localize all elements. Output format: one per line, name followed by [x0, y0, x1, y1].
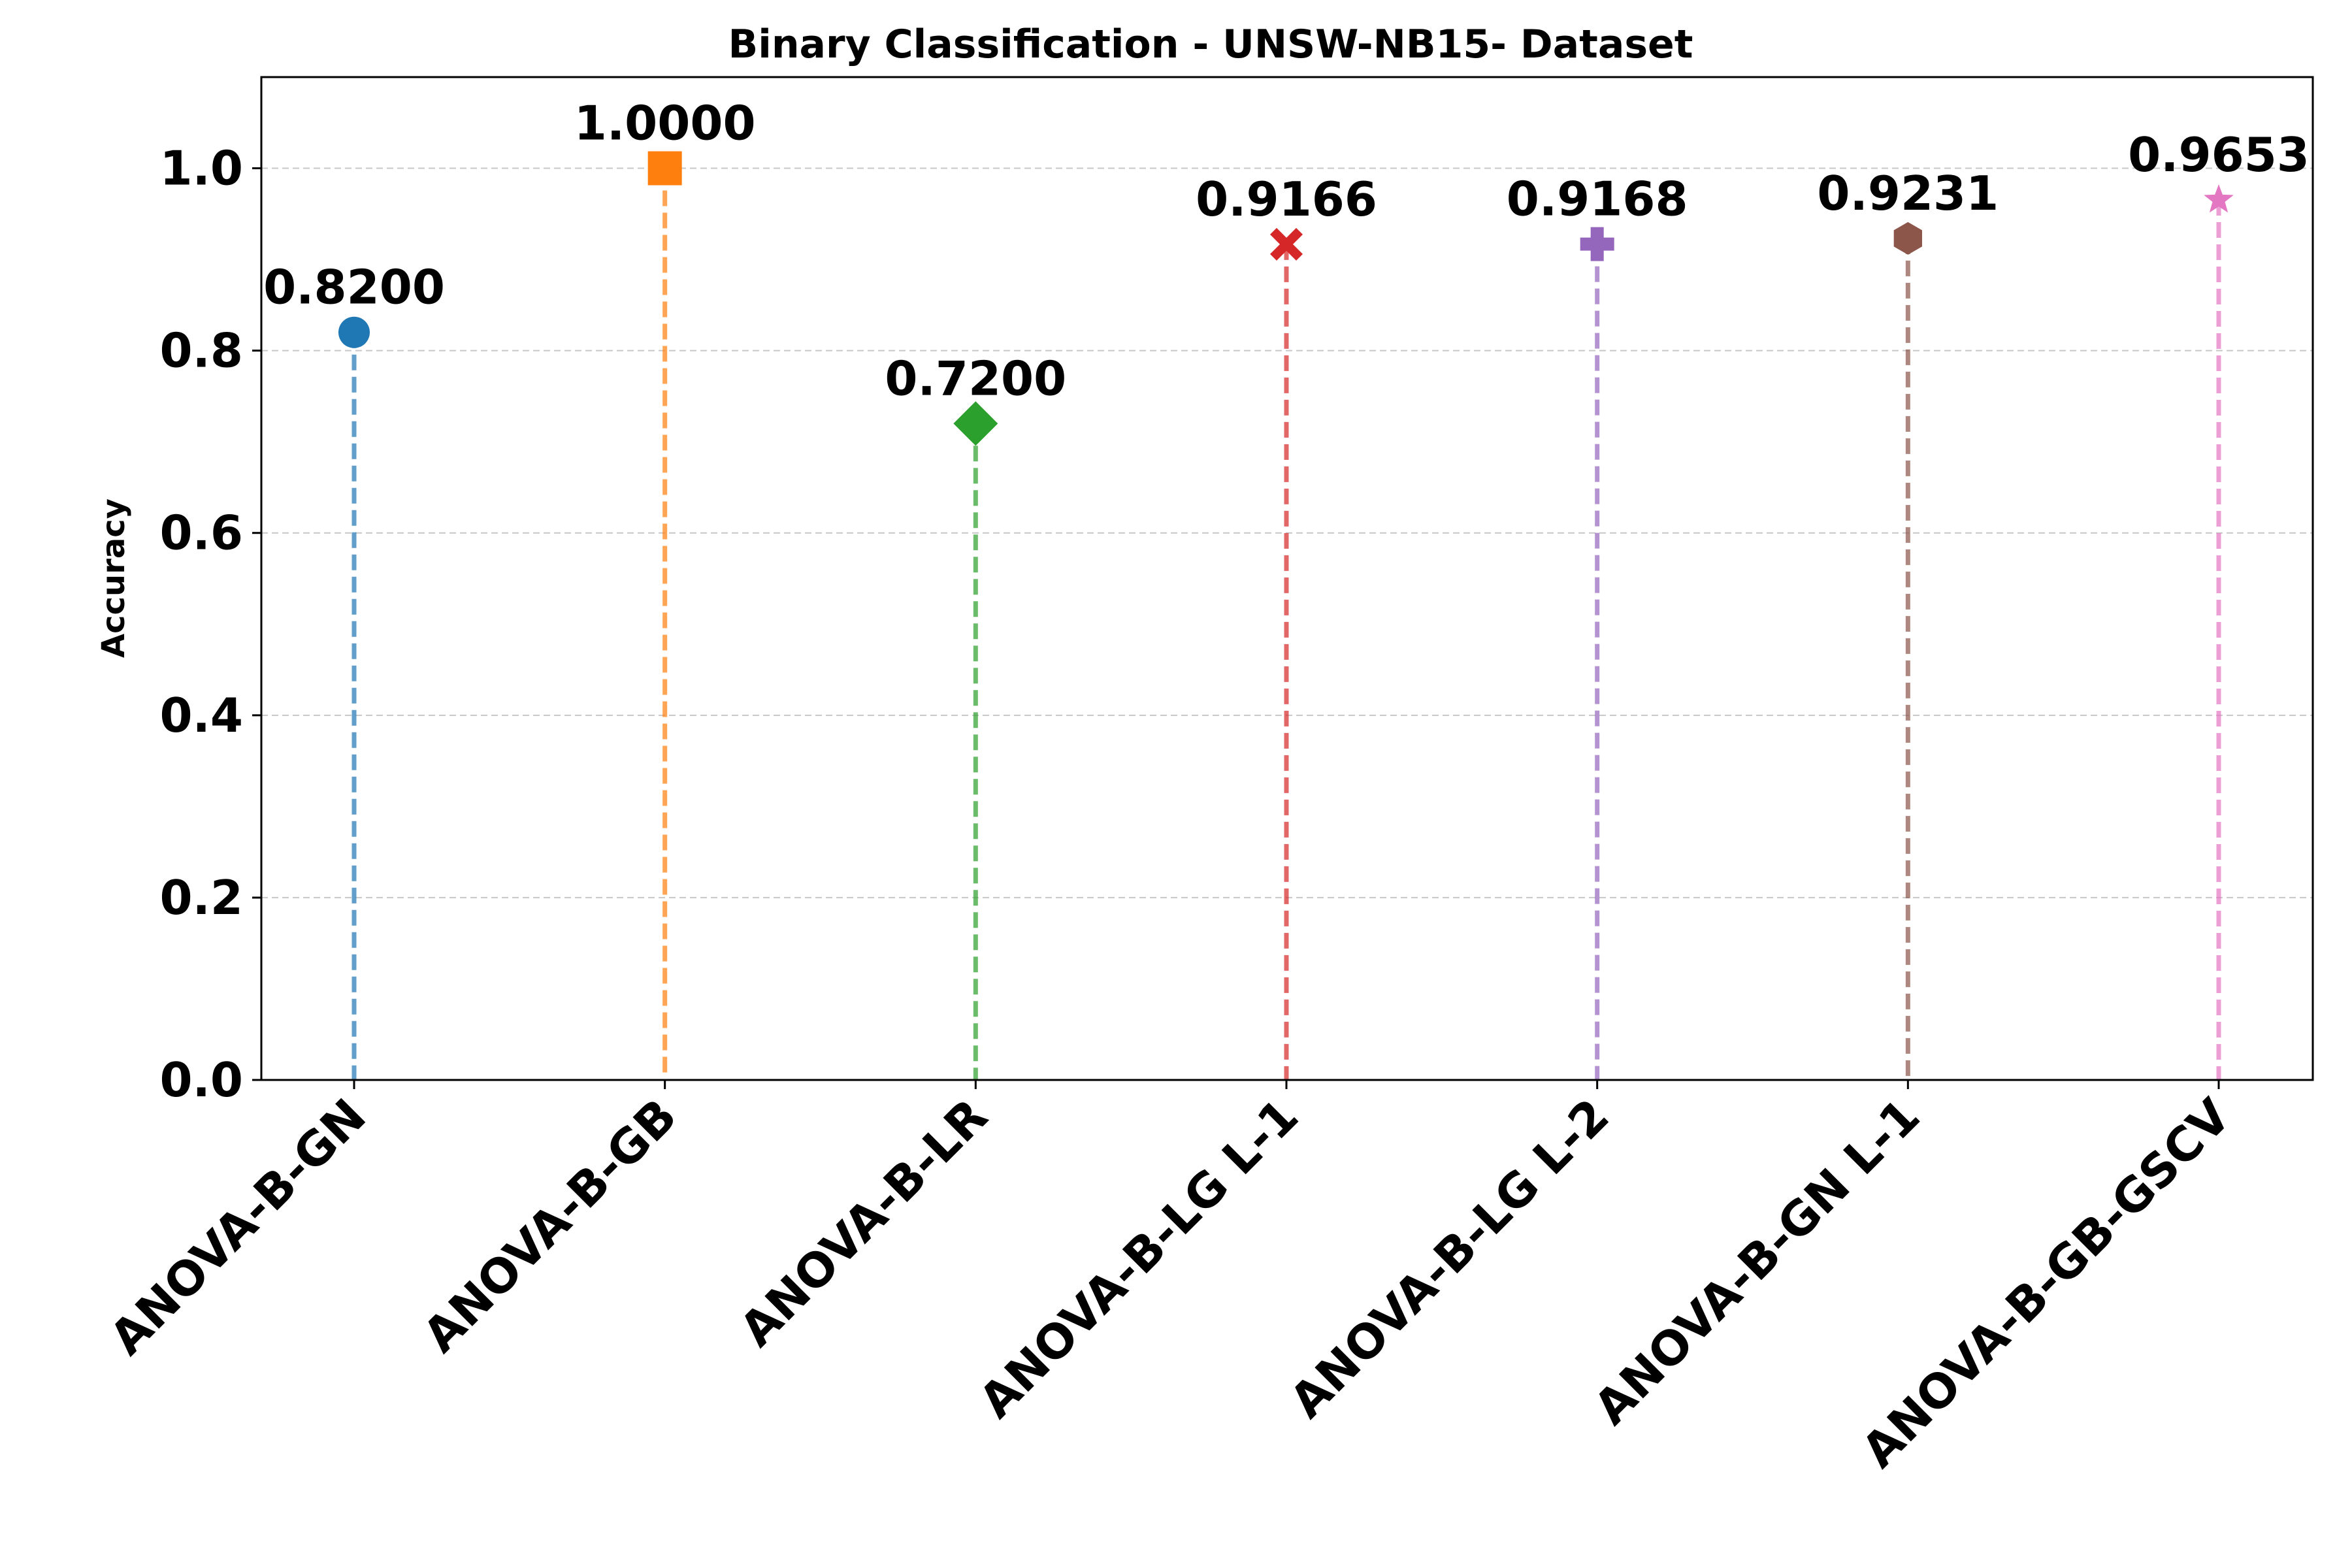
y-tick-label: 0.2: [159, 870, 243, 925]
chart-title: Binary Classification - UNSW-NB15- Datas…: [728, 22, 1693, 67]
stems: [351, 168, 2221, 1080]
data-point: [953, 401, 998, 446]
data-point: [2204, 184, 2234, 213]
x-tick-label: ANOVA-B-GN L-1: [1583, 1088, 1930, 1435]
x-axis: ANOVA-B-GN ANOVA-B-GB ANOVA-B-LRANOVA-B-LG…: [99, 1080, 2241, 1478]
data-label: 0.9166: [1196, 172, 1377, 227]
x-tick-label: ANOVA-B-LR: [729, 1088, 998, 1357]
data-point: [1580, 227, 1614, 261]
y-tick-label: 0.0: [159, 1053, 243, 1107]
y-axis: 0.0 0.2 0.4 0.6 0.8 1.0: [159, 141, 261, 1107]
data-label: 0.9231: [1817, 166, 1999, 221]
y-tick-label: 1.0: [159, 141, 243, 196]
x-tick-label: ANOVA-B-LG L-2: [1279, 1088, 1620, 1429]
data-label: 0.8200: [263, 260, 445, 315]
data-point: [338, 316, 370, 348]
data-labels: 0.8200 1.0000 0.7200 0.9166 0.9168 0.9231 0.96…: [263, 96, 2310, 406]
data-point: [1893, 221, 1922, 255]
x-tick-label: ANOVA-B-GN: [99, 1088, 376, 1365]
x-tick-label: ANOVA-B-LG L-1: [968, 1088, 1309, 1429]
y-tick-label: 0.6: [159, 506, 243, 561]
y-tick-label: 0.8: [159, 323, 243, 378]
x-tick-label: ANOVA-B-GB: [412, 1088, 687, 1363]
y-axis-label: Accuracy: [95, 498, 132, 658]
data-point: [1270, 227, 1303, 261]
data-label: 1.0000: [574, 96, 756, 151]
markers: [338, 151, 2234, 446]
data-label: 0.9653: [2128, 127, 2310, 182]
data-label: 0.7200: [885, 351, 1066, 406]
y-tick-label: 0.4: [159, 688, 243, 743]
data-point: [647, 151, 682, 186]
data-label: 0.9168: [1507, 172, 1688, 227]
